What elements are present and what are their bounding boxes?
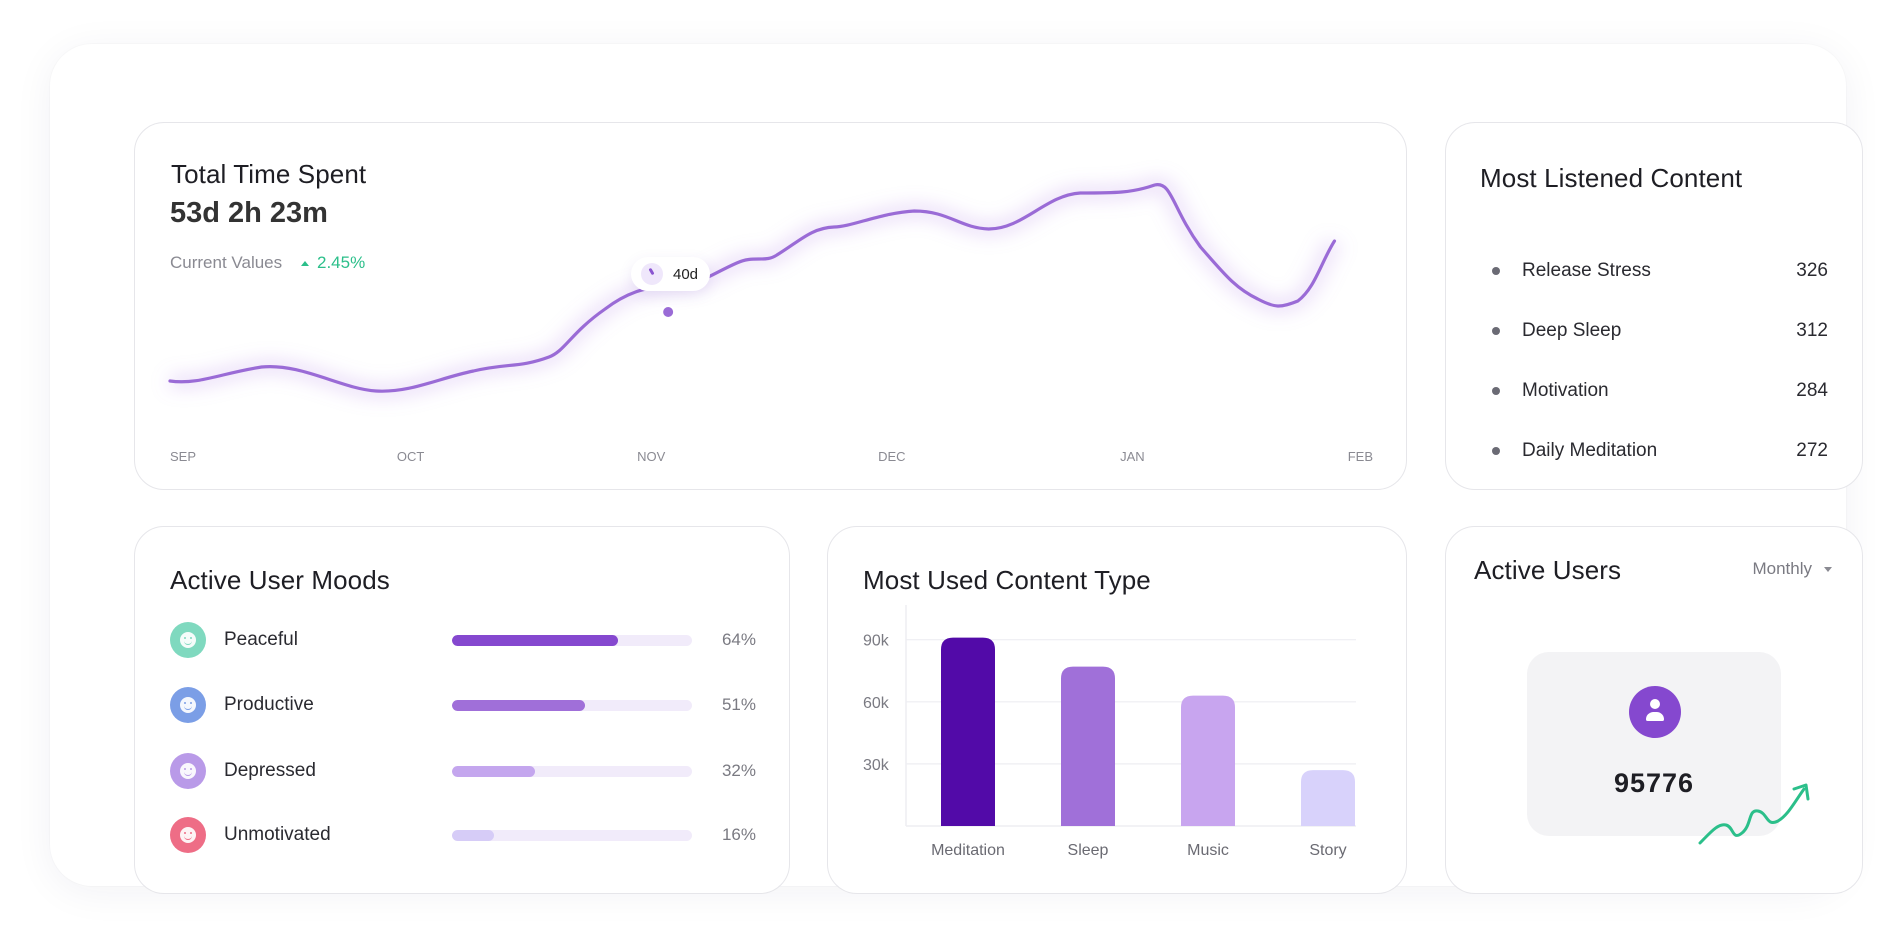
- users-count: 95776: [1613, 768, 1695, 798]
- bullet-icon: [1492, 267, 1500, 275]
- mood-percent: 64%: [721, 630, 756, 649]
- user-icon: [1629, 686, 1681, 738]
- category-label: Music: [1187, 842, 1229, 859]
- listened-list: Release Stress 326 Deep Sleep 312 Motivation…: [1492, 241, 1828, 481]
- content-type-title: Most Used Content Type: [863, 565, 1151, 595]
- chart-glow: [170, 185, 1334, 392]
- total-time-value: 53d 2h 23m: [170, 197, 328, 229]
- listened-item-count: 326: [1796, 260, 1828, 281]
- bar-meditation[interactable]: [941, 637, 995, 826]
- tooltip-value: 40d: [673, 265, 699, 283]
- y-tick-label: 90k: [863, 633, 890, 650]
- moods-title: Active User Moods: [170, 565, 390, 595]
- mood-progress-fill: [452, 699, 585, 711]
- most-listened-title: Most Listened Content: [1480, 163, 1743, 193]
- listened-item-name: Deep Sleep: [1522, 320, 1622, 341]
- most-listened-card: Most Listened Content Release Stress 326 D…: [1445, 122, 1863, 490]
- bar-music[interactable]: [1181, 695, 1235, 826]
- delta-value: 2.45%: [317, 253, 366, 272]
- dashboard: SEP OCT NOV DEC JAN FEB Total Time Spent 53d …: [50, 44, 1863, 894]
- moods-card: Active User Moods Peaceful 64% Productive 5…: [134, 526, 790, 894]
- arrow-up-icon: [301, 260, 309, 266]
- trend-up-icon: [1698, 783, 1810, 845]
- mood-progress-bar: [452, 699, 692, 711]
- mood-progress-fill: [452, 765, 536, 777]
- bullet-icon: [1492, 327, 1500, 335]
- bullet-icon: [1492, 447, 1500, 455]
- bar-sleep[interactable]: [1061, 666, 1115, 826]
- chart-line: [170, 185, 1334, 392]
- mood-progress-bar: [452, 765, 692, 777]
- mood-label: Unmotivated: [224, 824, 331, 845]
- listened-item-count: 312: [1796, 320, 1828, 341]
- content-type-bar-chart: 90k 60k 30k Meditation Sleep Music Story: [863, 605, 1356, 859]
- productive-face-icon: [170, 687, 206, 723]
- current-values-label: Current Values: [170, 253, 283, 272]
- month-label: FEB: [1348, 449, 1373, 464]
- delta-badge: 2.45%: [301, 253, 365, 273]
- chart-tooltip: 40d: [631, 257, 711, 291]
- time-line-chart: SEP OCT NOV DEC JAN FEB: [135, 123, 1373, 464]
- month-label: SEP: [170, 449, 196, 464]
- listened-item[interactable]: Deep Sleep 312: [1492, 301, 1828, 361]
- month-label: NOV: [637, 449, 666, 464]
- y-tick-label: 30k: [863, 757, 890, 774]
- total-time-title: Total Time Spent: [171, 159, 367, 189]
- listened-item-count: 272: [1796, 440, 1828, 461]
- month-label: DEC: [878, 449, 905, 464]
- category-label: Sleep: [1068, 842, 1109, 859]
- listened-item-name: Daily Meditation: [1522, 440, 1658, 461]
- total-time-card: SEP OCT NOV DEC JAN FEB Total Time Spent 53d …: [134, 122, 1407, 490]
- content-type-card: 90k 60k 30k Meditation Sleep Music Story Most …: [827, 526, 1407, 894]
- peaceful-face-icon: [170, 622, 206, 658]
- bullet-icon: [1492, 387, 1500, 395]
- mood-percent: 32%: [721, 761, 756, 780]
- mood-percent: 16%: [721, 825, 756, 844]
- listened-item-count: 284: [1796, 380, 1828, 401]
- listened-item-name: Motivation: [1522, 380, 1609, 401]
- mood-label: Depressed: [224, 760, 316, 781]
- mood-progress-fill: [452, 829, 494, 841]
- mood-row: Productive 51%: [170, 687, 756, 723]
- active-users-card: Active Users Monthly 95776: [1445, 526, 1863, 894]
- listened-item-name: Release Stress: [1522, 260, 1651, 281]
- mood-progress-bar: [452, 829, 692, 841]
- mood-label: Peaceful: [224, 629, 298, 650]
- mood-progress-fill: [452, 634, 619, 646]
- y-tick-label: 60k: [863, 695, 890, 712]
- users-summary-box: 95776: [1527, 652, 1781, 836]
- mood-row: Depressed 32%: [170, 753, 756, 789]
- active-users-title: Active Users: [1474, 555, 1622, 585]
- period-dropdown[interactable]: Monthly: [1752, 559, 1832, 579]
- unmotivated-face-icon: [170, 817, 206, 853]
- bar-story[interactable]: [1301, 770, 1355, 826]
- listened-item[interactable]: Motivation 284: [1492, 361, 1828, 421]
- mood-row: Peaceful 64%: [170, 622, 756, 658]
- mood-row: Unmotivated 16%: [170, 817, 756, 853]
- month-label: JAN: [1120, 449, 1145, 464]
- clock-icon: [641, 263, 663, 285]
- month-label: OCT: [397, 449, 425, 464]
- chevron-down-icon: [1824, 566, 1832, 572]
- mood-label: Productive: [224, 694, 314, 715]
- chart-marker[interactable]: [661, 305, 676, 319]
- category-label: Meditation: [931, 842, 1005, 859]
- category-label: Story: [1309, 842, 1346, 859]
- listened-item[interactable]: Daily Meditation 272: [1492, 421, 1828, 481]
- mood-percent: 51%: [721, 695, 756, 714]
- depressed-face-icon: [170, 753, 206, 789]
- listened-item[interactable]: Release Stress 326: [1492, 241, 1828, 301]
- mood-progress-bar: [452, 634, 692, 646]
- period-label: Monthly: [1752, 559, 1812, 578]
